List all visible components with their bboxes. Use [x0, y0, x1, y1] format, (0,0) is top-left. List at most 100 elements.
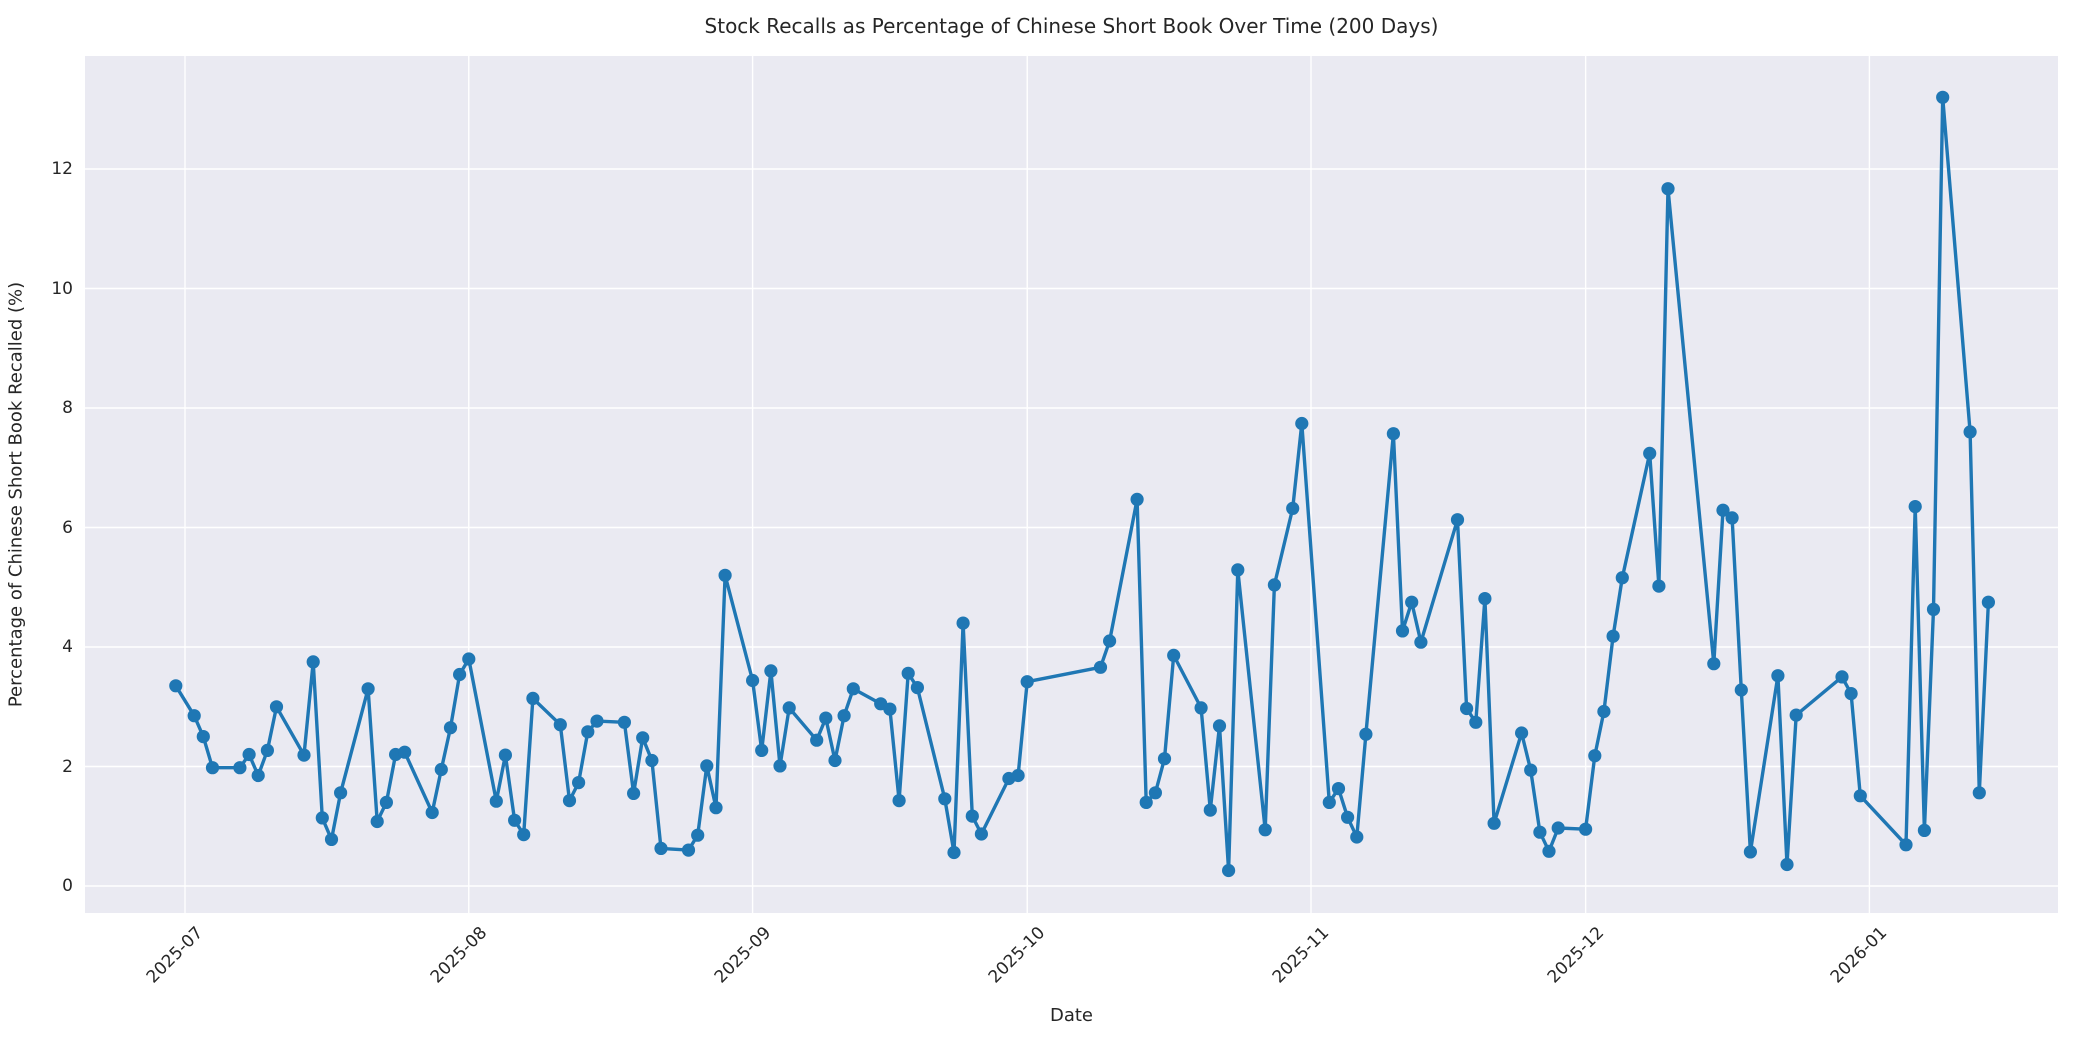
data-point-marker — [746, 673, 760, 688]
data-point-marker — [810, 733, 824, 747]
data-point-marker — [1405, 595, 1419, 609]
data-point-marker — [1157, 752, 1172, 766]
x-tick-label: 2025-10 — [984, 923, 1050, 988]
x-tick-label: 2025-12 — [1543, 923, 1608, 988]
data-point-marker — [782, 701, 796, 715]
data-point-marker — [938, 792, 952, 806]
data-point-marker — [1386, 427, 1400, 441]
data-point-marker — [205, 761, 220, 775]
data-point-marker — [196, 730, 210, 744]
data-point-marker — [1222, 863, 1236, 878]
data-point-marker — [1643, 446, 1657, 460]
data-point-marker — [1267, 578, 1281, 592]
data-point-marker — [334, 786, 348, 800]
data-point-marker — [846, 682, 860, 696]
data-point-marker — [617, 715, 632, 729]
data-point-marker — [1734, 683, 1748, 697]
data-point-marker — [709, 801, 723, 815]
data-point-marker — [1615, 571, 1629, 585]
data-point-marker — [1341, 810, 1355, 824]
data-point-marker — [572, 776, 586, 790]
data-point-marker — [1231, 563, 1245, 577]
y-tick-label: 0 — [62, 876, 73, 896]
x-axis-label: Date — [1049, 1005, 1094, 1026]
data-point-marker — [260, 743, 274, 758]
data-point-marker — [1551, 821, 1565, 835]
x-tick-label: 2025-09 — [710, 923, 775, 988]
data-point-marker — [498, 748, 512, 762]
data-point-marker — [627, 786, 641, 801]
data-point-marker — [1908, 500, 1922, 514]
data-point-marker — [425, 805, 439, 820]
data-point-marker — [517, 828, 531, 842]
data-point-marker — [526, 691, 540, 706]
data-point-marker — [1286, 501, 1300, 515]
data-point-marker — [1524, 763, 1538, 777]
data-point-marker — [1450, 513, 1465, 527]
data-point-marker — [965, 809, 979, 823]
data-point-marker — [1936, 90, 1950, 104]
data-point-marker — [1139, 795, 1153, 810]
x-tick-label: 2025-08 — [426, 923, 491, 988]
data-point-marker — [1597, 704, 1611, 719]
y-tick-label: 8 — [62, 398, 73, 418]
data-point-marker — [1725, 511, 1739, 525]
chart-title: Stock Recalls as Percentage of Chinese S… — [704, 14, 1439, 38]
data-point-marker — [700, 759, 714, 773]
data-point-marker — [1899, 838, 1913, 852]
data-point-marker — [1542, 844, 1556, 858]
data-point-marker — [910, 681, 925, 695]
data-point-marker — [636, 731, 650, 745]
data-point-marker — [242, 747, 256, 762]
data-point-marker — [837, 709, 851, 723]
plot-area — [85, 56, 2058, 913]
data-point-marker — [562, 794, 577, 808]
data-point-marker — [379, 795, 393, 810]
data-point-marker — [764, 664, 778, 678]
data-point-marker — [1487, 816, 1501, 830]
data-point-marker — [1167, 648, 1181, 663]
data-point-marker — [956, 616, 970, 630]
data-point-marker — [681, 843, 696, 857]
data-point-marker — [269, 700, 284, 714]
data-point-marker — [443, 721, 458, 735]
data-point-marker — [654, 841, 668, 856]
data-point-marker — [1212, 719, 1227, 733]
y-tick-label: 2 — [62, 756, 73, 777]
data-point-marker — [1359, 727, 1373, 741]
data-point-marker — [1203, 803, 1217, 817]
y-axis-label: Percentage of Chinese Short Book Recalle… — [5, 281, 27, 708]
data-point-marker — [1011, 768, 1025, 783]
data-point-marker — [773, 759, 787, 773]
x-tick-label: 2025-07 — [142, 923, 208, 988]
data-point-marker — [453, 667, 467, 682]
data-point-marker — [324, 832, 339, 847]
data-point-marker — [489, 794, 503, 808]
data-point-marker — [1844, 687, 1858, 701]
data-point-marker — [1835, 670, 1849, 684]
data-point-marker — [892, 794, 906, 808]
data-point-marker — [1716, 503, 1730, 517]
data-point-marker — [718, 568, 732, 582]
data-point-marker — [1103, 634, 1117, 648]
data-point-marker — [1414, 635, 1428, 649]
data-point-marker — [297, 748, 311, 762]
data-point-marker — [315, 811, 329, 825]
line-series — [174, 95, 1991, 873]
data-point-marker — [169, 679, 183, 693]
data-point-marker — [901, 666, 915, 680]
data-point-marker — [1588, 749, 1602, 763]
data-point-marker — [691, 828, 705, 842]
x-tick-label: 2025-11 — [1268, 923, 1334, 988]
data-point-marker — [508, 813, 522, 827]
data-point-marker — [434, 762, 448, 777]
data-point-marker — [1350, 830, 1364, 844]
line-chart-canvas — [85, 56, 2058, 913]
data-point-marker — [1322, 795, 1336, 810]
data-point-marker — [1515, 726, 1529, 740]
data-point-marker — [1652, 579, 1666, 593]
data-point-marker — [1972, 786, 1986, 800]
data-point-marker — [553, 718, 567, 732]
data-point-marker — [819, 711, 833, 725]
data-point-marker — [1295, 416, 1309, 431]
